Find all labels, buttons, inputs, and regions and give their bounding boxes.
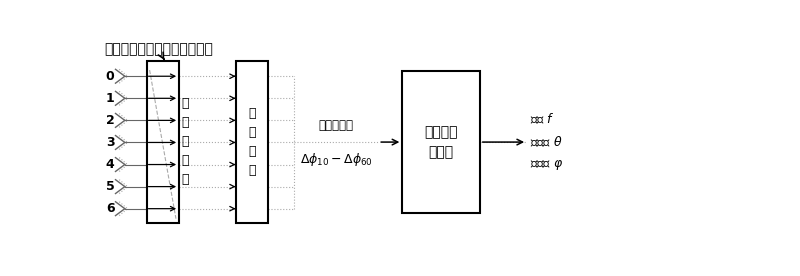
Bar — [146, 61, 179, 222]
Bar — [402, 71, 480, 213]
Text: 3: 3 — [106, 136, 114, 149]
Text: 6: 6 — [106, 202, 114, 215]
Text: 输出相位差: 输出相位差 — [319, 119, 354, 132]
Text: 数字信号
处理器: 数字信号 处理器 — [424, 125, 458, 159]
Text: 2: 2 — [106, 114, 114, 127]
Text: 接
收
机
通
道: 接 收 机 通 道 — [182, 97, 189, 186]
Text: 4: 4 — [106, 158, 114, 171]
Text: 1: 1 — [106, 92, 114, 105]
Text: 鉴
相
器
组: 鉴 相 器 组 — [248, 107, 256, 177]
Text: 0: 0 — [106, 70, 114, 83]
Text: 5: 5 — [106, 180, 114, 193]
Text: 三维正交天线阵列（七阵元）: 三维正交天线阵列（七阵元） — [104, 42, 213, 59]
Text: $\Delta\phi_{10}-\Delta\phi_{60}$: $\Delta\phi_{10}-\Delta\phi_{60}$ — [300, 150, 373, 168]
Text: 方位角 $\theta$: 方位角 $\theta$ — [530, 135, 562, 149]
Bar — [236, 61, 268, 222]
Text: 俯仰角 $\varphi$: 俯仰角 $\varphi$ — [530, 158, 563, 172]
Text: 频率 $f$: 频率 $f$ — [530, 112, 555, 126]
